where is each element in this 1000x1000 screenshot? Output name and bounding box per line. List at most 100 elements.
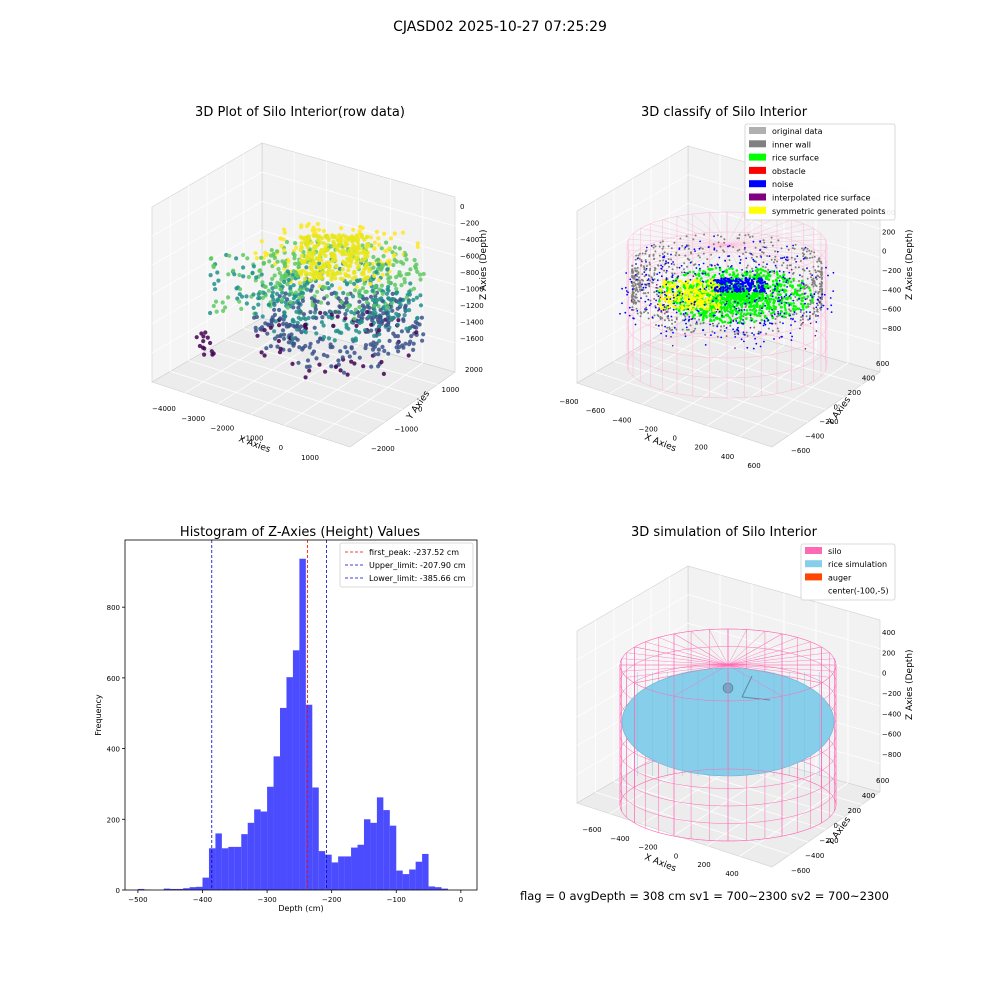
data-point	[789, 280, 793, 284]
panel1-ytick: 0	[418, 406, 422, 414]
data-point	[798, 280, 800, 282]
data-point	[757, 330, 760, 333]
data-point	[745, 295, 748, 298]
data-point	[313, 307, 318, 312]
data-point	[820, 306, 823, 309]
data-point	[711, 330, 714, 333]
data-point	[693, 303, 696, 306]
data-point	[727, 265, 730, 268]
data-point	[806, 302, 810, 306]
data-point	[755, 276, 758, 280]
data-point	[368, 281, 373, 287]
data-point	[818, 282, 821, 285]
data-point	[208, 340, 213, 346]
data-point	[269, 321, 274, 327]
data-point	[701, 316, 705, 319]
panel1-ztick: −800	[460, 269, 479, 277]
data-point	[694, 317, 696, 320]
data-point	[761, 279, 764, 282]
data-point	[308, 288, 313, 293]
data-point	[693, 329, 696, 332]
data-point	[703, 307, 707, 311]
data-point	[319, 236, 325, 241]
data-point	[670, 253, 672, 256]
data-point	[739, 283, 742, 286]
data-point	[778, 279, 781, 282]
data-point	[297, 308, 302, 313]
data-point	[259, 239, 264, 244]
data-point	[805, 315, 808, 318]
silo-front-spoke	[727, 664, 822, 684]
data-point	[811, 281, 814, 284]
data-point	[402, 277, 407, 282]
data-point	[254, 275, 259, 280]
data-point	[745, 273, 748, 277]
data-point	[325, 281, 330, 286]
data-point	[300, 298, 305, 303]
data-point	[731, 274, 735, 277]
data-point	[776, 287, 779, 291]
data-point	[781, 264, 784, 267]
data-point	[801, 299, 804, 303]
data-point	[241, 274, 246, 279]
data-point	[390, 291, 395, 296]
data-point	[801, 292, 804, 296]
data-point	[313, 245, 318, 250]
silo-spoke	[727, 631, 766, 666]
data-point	[289, 332, 294, 337]
data-point	[713, 332, 716, 334]
data-point	[712, 318, 716, 322]
data-point	[657, 264, 659, 267]
data-point	[693, 293, 697, 297]
data-point	[315, 256, 320, 262]
silo-spoke	[621, 664, 729, 672]
data-point	[395, 314, 401, 319]
data-point	[234, 286, 239, 291]
data-point	[349, 359, 354, 364]
data-point	[255, 333, 260, 338]
data-point	[729, 306, 733, 310]
data-point	[635, 307, 638, 310]
data-point	[688, 296, 692, 299]
data-point	[363, 253, 368, 258]
data-point	[805, 311, 808, 313]
data-point	[359, 258, 364, 263]
data-point	[629, 278, 632, 281]
data-point	[752, 347, 755, 350]
data-point	[684, 332, 686, 335]
data-point	[686, 328, 688, 331]
data-point	[403, 341, 408, 346]
data-point	[294, 309, 299, 314]
panel4-ztick: 200	[882, 649, 895, 657]
data-point	[343, 345, 348, 350]
data-point	[636, 312, 639, 315]
data-point	[625, 290, 628, 292]
data-point	[716, 285, 719, 289]
data-point	[391, 331, 396, 336]
data-point	[776, 298, 780, 301]
data-point	[765, 246, 768, 249]
data-point	[305, 281, 310, 286]
data-point	[754, 292, 757, 295]
data-point	[717, 279, 720, 282]
data-point	[792, 277, 795, 281]
data-point	[769, 297, 773, 301]
silo-spoke	[727, 664, 835, 672]
panel2-ytick: −200	[819, 418, 838, 426]
data-point	[825, 266, 827, 269]
data-point	[653, 272, 656, 275]
data-point	[710, 264, 713, 267]
data-point	[296, 315, 301, 320]
data-point	[659, 318, 662, 320]
data-point	[321, 323, 326, 328]
data-point	[632, 300, 635, 303]
data-point	[669, 282, 672, 285]
data-point	[744, 251, 747, 254]
data-point	[678, 292, 681, 294]
panel1-ytick: −2000	[371, 445, 395, 453]
data-point	[387, 262, 392, 267]
data-point	[786, 296, 789, 300]
data-point	[750, 253, 752, 255]
data-point	[777, 330, 780, 333]
panel4-xtick: −600	[582, 826, 601, 834]
